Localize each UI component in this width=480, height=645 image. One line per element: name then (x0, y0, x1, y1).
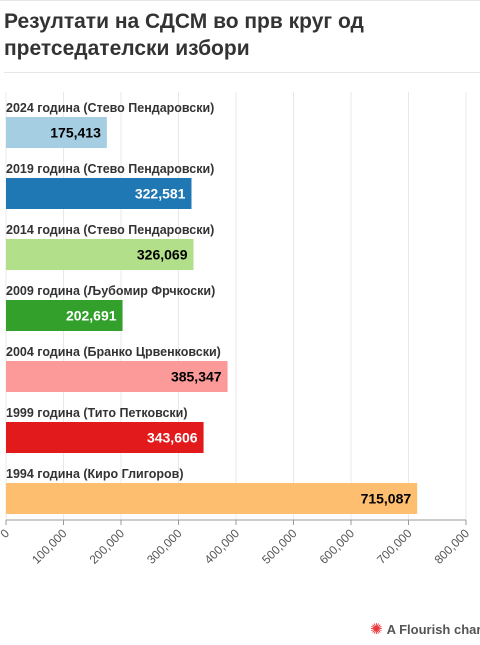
value-label: 385,347 (171, 369, 222, 385)
flourish-credit[interactable]: ✺ A Flourish char (370, 620, 480, 638)
x-tick-label: 700,000 (374, 526, 415, 567)
value-label: 715,087 (361, 491, 412, 507)
bar (6, 361, 228, 392)
x-tick-label: 600,000 (317, 526, 358, 567)
chart-title: Резултати на СДСМ во прв круг од претсед… (4, 10, 364, 60)
category-label: 1994 година (Киро Глигоров) (6, 467, 184, 481)
flourish-logo-icon: ✺ (370, 621, 383, 638)
category-label: 1999 година (Тито Петковски) (6, 406, 188, 420)
credit-text: A Flourish char (386, 621, 480, 637)
category-label: 2014 година (Стево Пендаровски) (6, 223, 214, 237)
x-tick-label: 800,000 (432, 526, 473, 567)
value-label: 175,413 (50, 125, 101, 141)
title-divider (4, 72, 480, 73)
category-label: 2019 година (Стево Пендаровски) (6, 162, 214, 176)
category-label: 2009 година (Љубомир Фрчкоски) (6, 284, 215, 298)
x-tick-label: 200,000 (87, 526, 128, 567)
bar (6, 483, 418, 514)
x-tick-label: 100,000 (29, 526, 70, 567)
bar (6, 422, 204, 453)
x-tick-label: 400,000 (202, 526, 243, 567)
x-tick-label: 300,000 (144, 526, 185, 567)
value-label: 202,691 (66, 308, 117, 324)
bar (6, 117, 107, 148)
value-label: 322,581 (135, 186, 186, 202)
bar (6, 239, 194, 270)
value-label: 326,069 (137, 247, 188, 263)
bar (6, 178, 192, 209)
category-label: 2004 година (Бранко Црвенковски) (6, 345, 221, 359)
bar (6, 300, 123, 331)
category-label: 2024 година (Стево Пендаровски) (6, 101, 214, 115)
x-tick-label: 500,000 (259, 526, 300, 567)
value-label: 343,606 (147, 430, 198, 446)
x-tick-label: 0 (0, 526, 12, 541)
top-divider (0, 0, 480, 1)
